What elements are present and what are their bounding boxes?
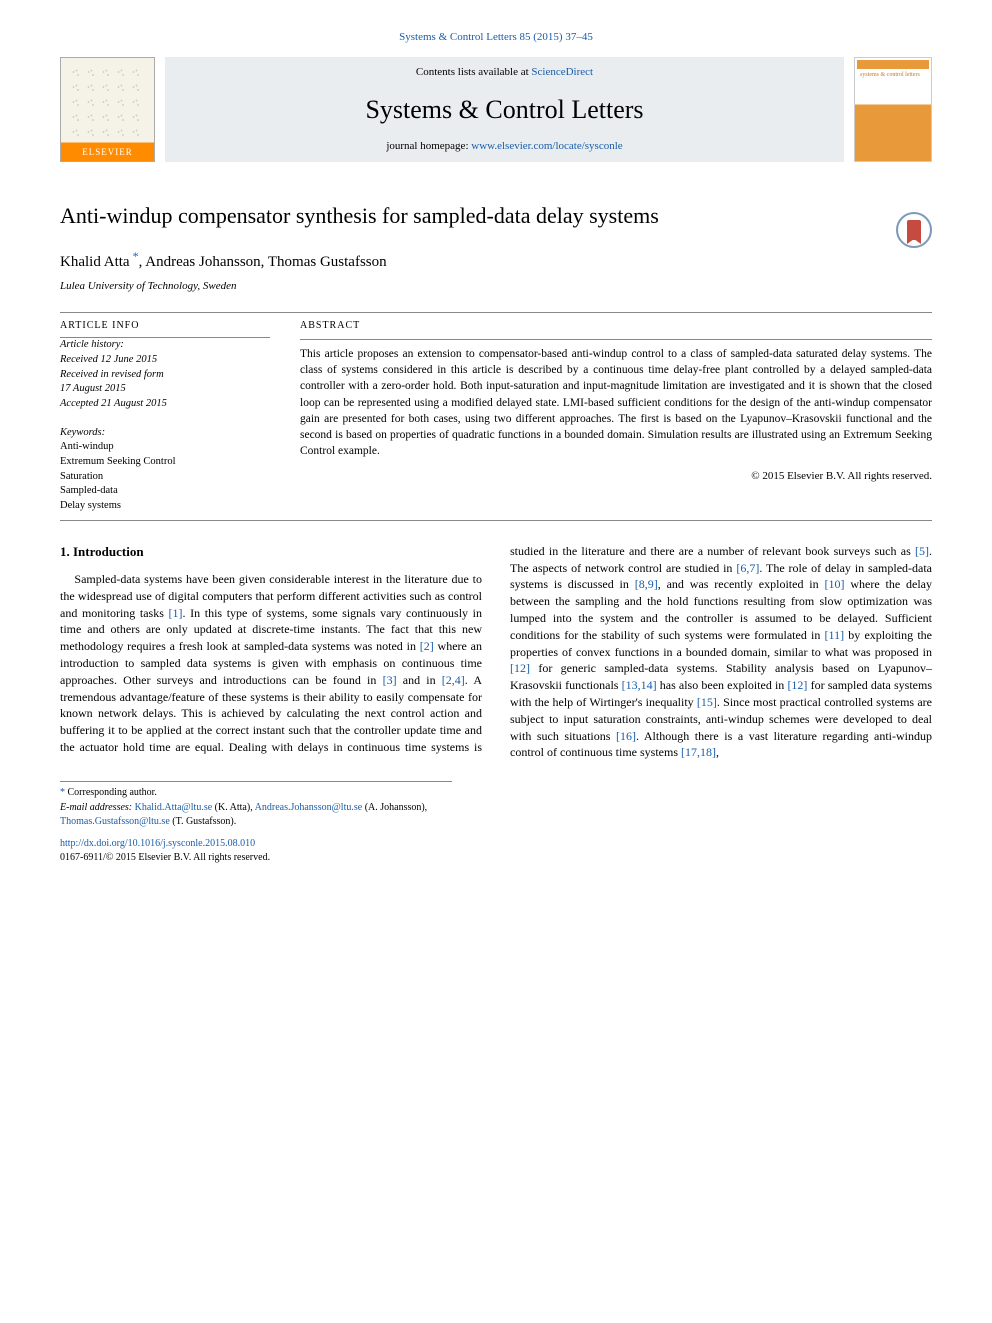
- issn-line: 0167-6911/© 2015 Elsevier B.V. All right…: [60, 852, 270, 863]
- doi-link[interactable]: http://dx.doi.org/10.1016/j.sysconle.201…: [60, 838, 255, 849]
- citation-ref[interactable]: [1]: [169, 606, 183, 620]
- homepage-line: journal homepage: www.elsevier.com/locat…: [165, 139, 844, 154]
- homepage-prefix: journal homepage:: [386, 140, 471, 152]
- elsevier-logo[interactable]: ELSEVIER: [60, 57, 155, 162]
- email-3-who: (T. Gustafsson).: [172, 816, 236, 827]
- affiliation: Lulea University of Technology, Sweden: [60, 279, 932, 294]
- abstract-heading: ABSTRACT: [300, 319, 932, 333]
- info-abstract-row: ARTICLE INFO Article history: Received 1…: [60, 319, 932, 514]
- contents-line: Contents lists available at ScienceDirec…: [165, 65, 844, 80]
- citation-ref[interactable]: [6,7]: [736, 561, 759, 575]
- author-rest: Andreas Johansson, Thomas Gustafsson: [145, 254, 386, 270]
- authors: Khalid Atta *, Andreas Johansson, Thomas…: [60, 248, 932, 273]
- corresponding-note: * Corresponding author.: [60, 786, 452, 800]
- citation-ref[interactable]: [2,4]: [442, 673, 465, 687]
- cover-text: systems & control letters: [860, 72, 926, 79]
- corresponding-mark[interactable]: *: [130, 249, 139, 263]
- email-2[interactable]: Andreas.Johansson@ltu.se: [255, 802, 363, 813]
- citation-ref[interactable]: [5]: [915, 544, 929, 558]
- citation-ref[interactable]: [3]: [383, 673, 397, 687]
- title-block: Anti-windup compensator synthesis for sa…: [60, 202, 932, 230]
- journal-name: Systems & Control Letters: [165, 92, 844, 128]
- email-1[interactable]: Khalid.Atta@ltu.se: [135, 802, 213, 813]
- history-revised-label: Received in revised form: [60, 368, 270, 383]
- article-info: ARTICLE INFO Article history: Received 1…: [60, 319, 270, 514]
- history-accepted: Accepted 21 August 2015: [60, 397, 270, 412]
- author-1: Khalid Atta: [60, 254, 130, 270]
- citation-ref[interactable]: [16]: [616, 729, 636, 743]
- masthead: ELSEVIER Contents lists available at Sci…: [60, 57, 932, 162]
- citation-ref[interactable]: [12]: [787, 678, 807, 692]
- homepage-link[interactable]: www.elsevier.com/locate/sysconle: [471, 140, 622, 152]
- citation-ref[interactable]: [11]: [825, 628, 845, 642]
- abstract-column: ABSTRACT This article proposes an extens…: [300, 319, 932, 514]
- mid-divider: [60, 520, 932, 521]
- doi-block: http://dx.doi.org/10.1016/j.sysconle.201…: [60, 837, 932, 865]
- keywords-label: Keywords:: [60, 426, 270, 441]
- article-history: Article history: Received 12 June 2015 R…: [60, 338, 270, 411]
- contents-prefix: Contents lists available at: [416, 66, 531, 78]
- paper-title: Anti-windup compensator synthesis for sa…: [60, 202, 760, 230]
- email-1-who: (K. Atta),: [215, 802, 253, 813]
- keyword: Delay systems: [60, 499, 270, 514]
- email-3[interactable]: Thomas.Gustafsson@ltu.se: [60, 816, 170, 827]
- crossmark-icon[interactable]: [896, 212, 932, 248]
- citation-ref[interactable]: [8,9]: [635, 577, 658, 591]
- emails: E-mail addresses: Khalid.Atta@ltu.se (K.…: [60, 801, 452, 829]
- section-heading-intro: 1. Introduction: [60, 543, 482, 561]
- running-header: Systems & Control Letters 85 (2015) 37–4…: [60, 30, 932, 45]
- email-2-who: (A. Johansson),: [365, 802, 428, 813]
- email-label: E-mail addresses:: [60, 802, 132, 813]
- citation-ref[interactable]: [17,18]: [681, 745, 716, 759]
- elsevier-label: ELSEVIER: [82, 146, 133, 159]
- citation-ref[interactable]: [15]: [697, 695, 717, 709]
- keyword: Anti-windup: [60, 440, 270, 455]
- keyword: Saturation: [60, 470, 270, 485]
- top-divider: [60, 312, 932, 313]
- sciencedirect-link[interactable]: ScienceDirect: [531, 66, 593, 78]
- body-paragraph: Sampled-data systems have been given con…: [60, 543, 932, 761]
- journal-cover-thumb[interactable]: systems & control letters: [854, 57, 932, 162]
- keyword: Sampled-data: [60, 484, 270, 499]
- citation-ref[interactable]: [12]: [510, 661, 530, 675]
- abstract-text: This article proposes an extension to co…: [300, 346, 932, 459]
- copyright: © 2015 Elsevier B.V. All rights reserved…: [300, 469, 932, 484]
- masthead-center: Contents lists available at ScienceDirec…: [165, 57, 844, 162]
- citation-ref[interactable]: [2]: [420, 639, 434, 653]
- keyword: Extremum Seeking Control: [60, 455, 270, 470]
- footnotes: * Corresponding author. E-mail addresses…: [60, 781, 452, 829]
- body-columns: 1. Introduction Sampled-data systems hav…: [60, 543, 932, 761]
- citation-ref[interactable]: [10]: [824, 577, 844, 591]
- history-revised-date: 17 August 2015: [60, 382, 270, 397]
- history-received: Received 12 June 2015: [60, 353, 270, 368]
- article-info-heading: ARTICLE INFO: [60, 319, 270, 333]
- citation-ref[interactable]: [13,14]: [622, 678, 657, 692]
- history-label: Article history:: [60, 338, 270, 353]
- keywords: Keywords: Anti-windup Extremum Seeking C…: [60, 426, 270, 514]
